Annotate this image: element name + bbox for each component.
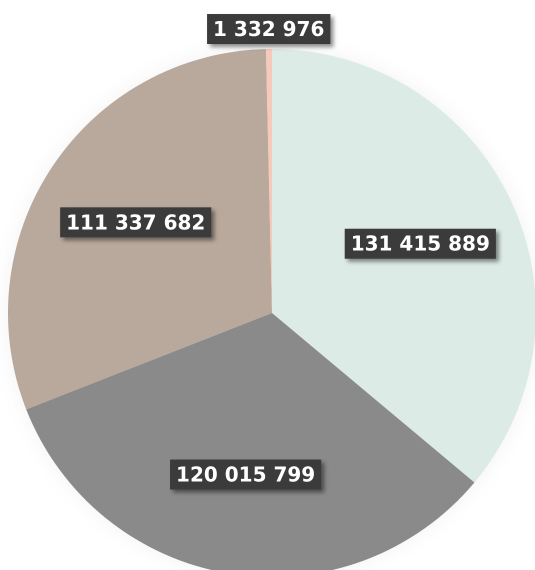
data-label: 120 015 799: [170, 459, 322, 490]
label-box: [207, 14, 331, 45]
labels: 131 415 889 120 015 799 111 337 682 1 332 9…: [60, 14, 496, 490]
data-label-text: 131 415 889: [351, 232, 490, 256]
data-label: 131 415 889: [344, 228, 496, 259]
pie-slice: [26, 313, 475, 570]
label-box: [60, 207, 212, 238]
pie-slice: [272, 49, 535, 483]
slices: [7, 49, 535, 570]
data-label-text: 111 337 682: [66, 210, 205, 234]
data-label: 111 337 682: [60, 207, 212, 238]
data-label: 1 332 976: [207, 14, 331, 45]
pie-slice: [265, 49, 272, 313]
data-label-text: 1 332 976: [213, 17, 324, 41]
data-label-text: 120 015 799: [176, 463, 315, 487]
label-box: [170, 459, 322, 490]
label-box: [344, 228, 496, 259]
